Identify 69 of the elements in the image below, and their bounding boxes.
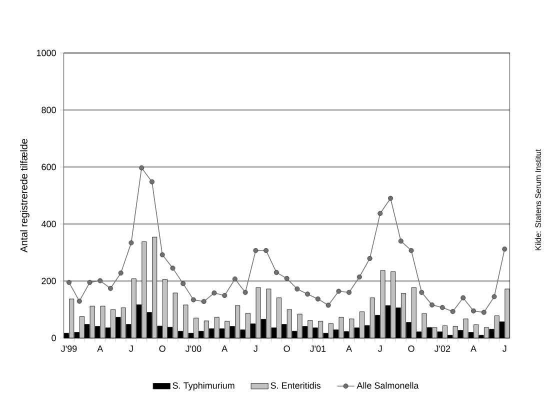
legend-label: Alle Salmonella: [356, 382, 419, 389]
point: [108, 286, 113, 291]
x-tick-label: J: [129, 346, 133, 352]
y-tick-label: 600: [42, 164, 56, 170]
point: [201, 299, 206, 304]
point: [450, 308, 456, 314]
point: [430, 302, 435, 308]
y-axis-title: Antal registrerede tilfælde: [20, 139, 30, 252]
point: [419, 290, 424, 295]
point: [170, 266, 176, 271]
point: [326, 302, 331, 308]
point: [356, 274, 362, 280]
point: [264, 248, 269, 254]
point: [336, 288, 342, 294]
point: [305, 292, 310, 297]
x-tick-label: J'02: [434, 346, 450, 352]
y-tick-label: 200: [42, 278, 56, 284]
point: [388, 196, 394, 201]
point: [190, 297, 196, 302]
point: [212, 290, 217, 296]
x-tick-label: J: [378, 346, 382, 352]
point: [481, 310, 486, 315]
legend-label: S. Enteritidis: [270, 382, 321, 389]
point: [315, 296, 320, 302]
x-tick-label: O: [408, 346, 414, 352]
y-tick-label: 1000: [36, 50, 56, 56]
x-tick-label: A: [470, 346, 477, 352]
point: [160, 252, 165, 258]
point: [398, 238, 404, 244]
y-tick-label: 400: [41, 220, 56, 228]
point: [440, 305, 445, 310]
point: [492, 294, 497, 300]
y-tick-label: 800: [42, 106, 56, 114]
x-tick-label: J: [254, 346, 258, 352]
x-tick-label: J'99: [61, 346, 77, 352]
x-tick-label: J: [502, 346, 506, 352]
point: [284, 276, 290, 281]
point: [378, 210, 383, 216]
point: [367, 256, 372, 261]
x-tick-label: J'00: [185, 346, 202, 352]
point: [139, 165, 144, 170]
point: [66, 280, 72, 285]
point: [274, 270, 279, 275]
point: [408, 248, 414, 254]
point: [98, 278, 103, 284]
point: [149, 179, 154, 184]
point: [346, 290, 352, 295]
point: [253, 248, 258, 254]
point: [180, 281, 186, 286]
point: [76, 298, 82, 304]
y-tick-label: 0: [52, 334, 56, 342]
point: [232, 276, 238, 282]
x-tick-label: A: [97, 346, 104, 352]
point: [222, 293, 228, 298]
x-tick-label: O: [284, 346, 290, 352]
point: [118, 270, 124, 276]
legend-label: S. Typhimurium: [172, 382, 234, 390]
point: [460, 295, 466, 300]
text: Kilde: Statens Serum Institut: [535, 149, 541, 250]
point: [128, 240, 134, 246]
point: [294, 286, 300, 292]
point: [87, 280, 92, 285]
x-tick-label: O: [159, 346, 166, 352]
point: [242, 290, 248, 295]
x-tick-label: J'01: [310, 346, 326, 352]
point: [502, 246, 508, 252]
point: [471, 308, 476, 314]
x-tick-label: A: [222, 346, 228, 352]
x-tick-label: A: [346, 346, 352, 352]
